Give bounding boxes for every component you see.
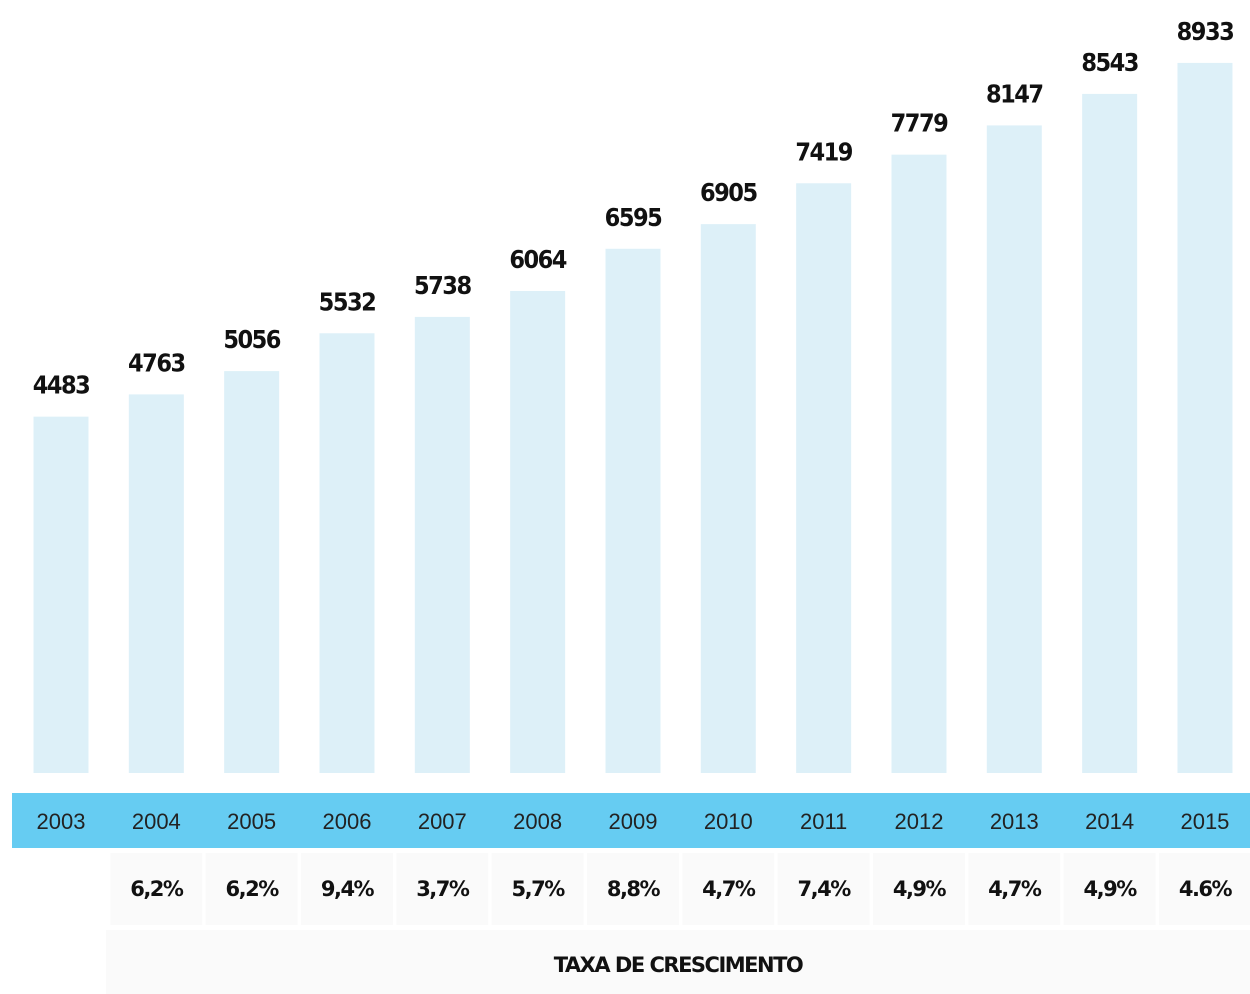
value-label: 5056 <box>223 325 280 354</box>
x-tick-label: 2007 <box>418 809 467 834</box>
caption-box <box>106 930 1250 994</box>
x-tick-label: 2004 <box>132 809 181 834</box>
x-tick-label: 2015 <box>1180 809 1229 834</box>
value-label: 4763 <box>128 348 185 377</box>
bar <box>986 125 1042 773</box>
bar <box>700 224 756 774</box>
value-label: 5532 <box>319 287 376 316</box>
x-tick-label: 2012 <box>894 809 943 834</box>
growth-label: 4.6% <box>1179 877 1233 901</box>
growth-label: 4,9% <box>893 877 947 901</box>
x-tick-label: 2003 <box>37 809 86 834</box>
growth-cell <box>1158 853 1250 925</box>
x-tick-label: 2013 <box>990 809 1039 834</box>
value-label: 5738 <box>414 271 471 300</box>
value-label: 8933 <box>1177 17 1234 46</box>
bar <box>319 333 375 773</box>
bar <box>1082 93 1138 774</box>
bar <box>224 371 280 773</box>
growth-cell <box>777 853 870 925</box>
growth-label: 6,2% <box>226 877 280 901</box>
value-label: 6905 <box>700 178 757 207</box>
growth-label: 4,7% <box>702 877 756 901</box>
growth-cell <box>682 853 775 925</box>
value-label: 6595 <box>605 203 662 232</box>
growth-title: TAXA DE CRESCIMENTO <box>554 953 803 977</box>
bar <box>128 394 184 773</box>
value-label: 4483 <box>33 371 90 400</box>
growth-label: 9,4% <box>321 877 375 901</box>
growth-cell <box>968 853 1061 925</box>
growth-cell <box>872 853 965 925</box>
value-label: 6064 <box>509 245 566 274</box>
value-label: 8543 <box>1081 48 1138 77</box>
growth-cell <box>110 853 203 925</box>
bar <box>796 183 852 774</box>
bar <box>1177 62 1233 773</box>
value-label: 7779 <box>891 109 948 138</box>
growth-label: 8,8% <box>607 877 661 901</box>
x-tick-label: 2005 <box>227 809 276 834</box>
x-tick-label: 2014 <box>1085 809 1134 834</box>
growth-label: 6,2% <box>130 877 184 901</box>
bar <box>605 248 661 774</box>
growth-cell <box>586 853 679 925</box>
growth-label: 3,7% <box>416 877 470 901</box>
bar <box>891 154 947 773</box>
value-label: 8147 <box>986 79 1043 108</box>
value-label: 7419 <box>795 137 852 166</box>
bar <box>510 290 566 773</box>
x-tick-label: 2011 <box>800 809 847 834</box>
growth-label: 7,4% <box>798 877 852 901</box>
bar <box>33 416 89 773</box>
growth-label: 5,7% <box>512 877 566 901</box>
bar <box>414 316 470 773</box>
growth-label: 4,7% <box>988 877 1042 901</box>
x-tick-label: 2009 <box>609 809 658 834</box>
year-band <box>12 793 1250 848</box>
x-tick-label: 2010 <box>704 809 753 834</box>
growth-cell <box>1063 853 1156 925</box>
growth-cell <box>205 853 298 925</box>
growth-label: 4,9% <box>1084 877 1138 901</box>
x-tick-label: 2006 <box>323 809 372 834</box>
x-tick-label: 2008 <box>513 809 562 834</box>
growth-cell <box>300 853 393 925</box>
growth-cell <box>396 853 489 925</box>
growth-cell <box>491 853 584 925</box>
